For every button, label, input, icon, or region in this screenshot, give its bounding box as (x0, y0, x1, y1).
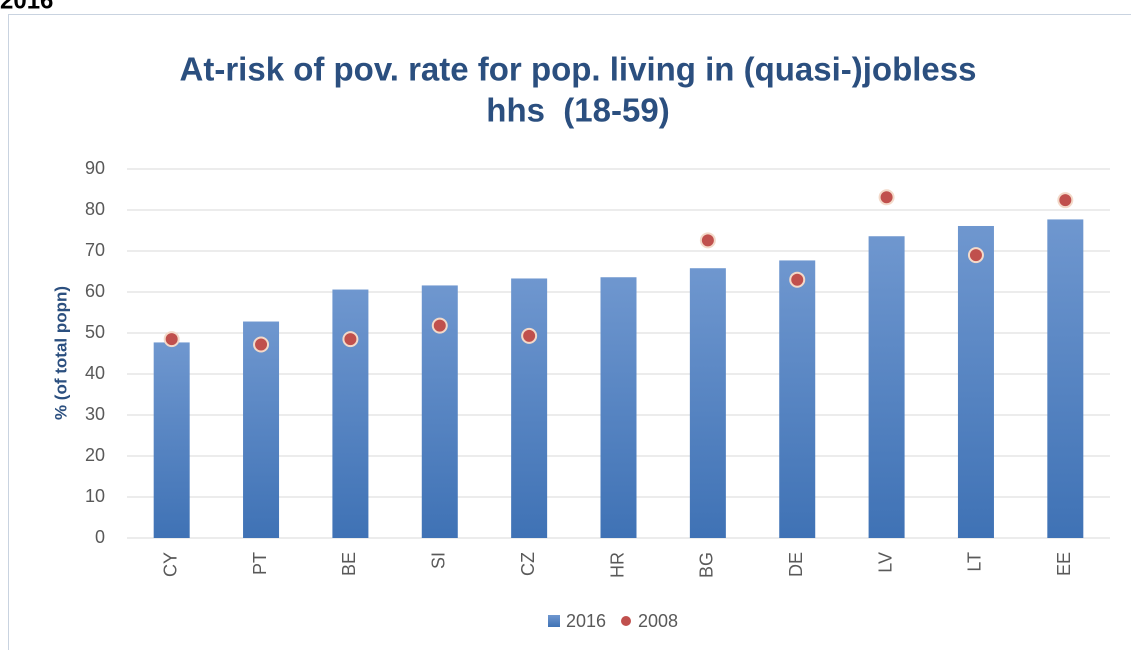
x-tick-label: LV (875, 552, 895, 573)
chart-title: At-risk of pov. rate for pop. living in … (180, 51, 977, 88)
dot (431, 317, 448, 334)
bar (153, 342, 190, 538)
chart-title: hhs (18-59) (486, 92, 669, 129)
y-tick-label: 0 (95, 527, 105, 547)
bar (689, 268, 726, 538)
x-tick-label: LT (965, 552, 985, 572)
dot (521, 327, 538, 344)
y-tick-label: 90 (85, 158, 105, 178)
x-tick-label: PT (250, 552, 270, 575)
y-axis-label: % (of total popn) (51, 286, 70, 420)
y-tick-label: 40 (85, 363, 105, 383)
x-tick-label: BG (697, 552, 717, 578)
bar (779, 260, 816, 538)
bar (868, 236, 905, 539)
bar (511, 278, 548, 538)
dot (342, 331, 359, 348)
bar (243, 321, 280, 538)
dot (699, 232, 716, 249)
bar (600, 277, 637, 538)
x-tick-label: HR (607, 552, 627, 578)
x-tick-label: CZ (518, 552, 538, 576)
y-tick-label: 30 (85, 404, 105, 424)
legend-label: 2016 (566, 611, 606, 631)
bar (1047, 219, 1084, 538)
legend-swatch (548, 615, 560, 627)
x-tick-label: DE (786, 552, 806, 577)
dot (878, 189, 895, 206)
legend-label: 2008 (638, 611, 678, 631)
x-tick-label: EE (1054, 552, 1074, 576)
dot (789, 271, 806, 288)
legend-swatch (621, 616, 631, 626)
y-tick-label: 20 (85, 445, 105, 465)
y-tick-label: 80 (85, 199, 105, 219)
y-tick-label: 70 (85, 240, 105, 260)
dot (163, 331, 180, 348)
dot (967, 247, 984, 264)
bar (957, 225, 994, 539)
corner-text: 2016 (0, 0, 53, 14)
x-tick-label: BE (339, 552, 359, 576)
y-tick-label: 60 (85, 281, 105, 301)
y-tick-label: 10 (85, 486, 105, 506)
x-tick-label: CY (160, 552, 180, 577)
frame (8, 14, 1131, 650)
y-tick-label: 50 (85, 322, 105, 342)
dot (1057, 192, 1074, 209)
bar (332, 289, 369, 538)
x-tick-label: SI (429, 552, 449, 569)
dot (253, 336, 270, 353)
